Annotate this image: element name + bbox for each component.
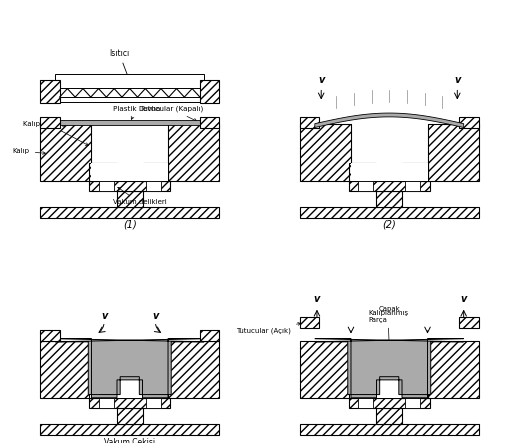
Bar (56, 120, 204, 125)
Bar (200, 330, 219, 341)
Bar (300, 341, 351, 398)
Text: Kalıp: Kalıp (13, 148, 45, 155)
Bar (351, 163, 428, 181)
Text: v: v (460, 295, 467, 304)
Bar (351, 341, 428, 380)
Bar (300, 206, 479, 218)
Polygon shape (315, 338, 463, 398)
Bar (91, 124, 168, 163)
Bar (40, 424, 219, 435)
Bar (349, 181, 430, 190)
Bar (91, 380, 168, 398)
Bar (359, 181, 373, 190)
Bar (40, 330, 60, 341)
Bar (349, 398, 430, 408)
Polygon shape (315, 113, 463, 128)
Bar (99, 398, 114, 408)
Bar (349, 163, 376, 181)
Bar (89, 398, 170, 408)
Bar (117, 408, 143, 424)
Bar (428, 124, 479, 181)
Text: Kalıplanmış
Parça: Kalıplanmış Parça (368, 310, 408, 344)
Text: v: v (454, 75, 460, 85)
Bar (402, 163, 428, 181)
Text: Vakum Çekişi: Vakum Çekişi (104, 438, 155, 443)
Bar (89, 181, 170, 190)
Bar (300, 117, 319, 128)
Bar (359, 398, 373, 408)
Bar (143, 163, 168, 181)
Bar (89, 380, 117, 398)
Text: Isıtıcı: Isıtıcı (109, 49, 129, 78)
Bar (351, 124, 428, 163)
Text: (1): (1) (123, 220, 136, 230)
Text: v: v (318, 75, 324, 85)
Bar (428, 341, 479, 398)
Bar (146, 181, 160, 190)
Bar (117, 190, 143, 206)
Bar (405, 181, 420, 190)
Bar (200, 80, 219, 104)
Bar (351, 380, 428, 398)
Bar (56, 97, 204, 102)
Bar (168, 124, 219, 181)
Bar (168, 341, 219, 398)
Text: Çapak: Çapak (379, 306, 400, 312)
Bar (40, 206, 219, 218)
Bar (40, 341, 91, 398)
Bar (376, 408, 402, 424)
Bar (300, 424, 479, 435)
Bar (376, 190, 402, 206)
Text: v: v (314, 295, 320, 304)
Bar (146, 398, 160, 408)
Bar (402, 380, 428, 398)
Bar (91, 341, 168, 380)
Bar (200, 117, 219, 128)
Text: Plastik Levha: Plastik Levha (113, 106, 160, 120)
Bar (56, 74, 204, 88)
Bar (40, 80, 60, 104)
Text: v: v (101, 311, 107, 322)
Text: Tutucular (Kapalı): Tutucular (Kapalı) (140, 106, 203, 121)
Text: v: v (152, 311, 158, 322)
Polygon shape (56, 338, 204, 398)
Text: Kalıp Boşluğu: Kalıp Boşluğu (23, 120, 88, 145)
Text: Tutucular (Açık): Tutucular (Açık) (236, 323, 301, 334)
Bar (300, 124, 351, 181)
Text: (2): (2) (383, 220, 396, 230)
Bar (91, 163, 168, 181)
Bar (40, 117, 60, 128)
Bar (143, 380, 168, 398)
Bar (405, 398, 420, 408)
Bar (40, 124, 91, 181)
Bar (99, 181, 114, 190)
Bar (89, 163, 117, 181)
Bar (349, 380, 376, 398)
Bar (459, 317, 479, 328)
Bar (459, 117, 479, 128)
Bar (300, 317, 319, 328)
Text: Vakum delikleri: Vakum delikleri (113, 187, 167, 206)
